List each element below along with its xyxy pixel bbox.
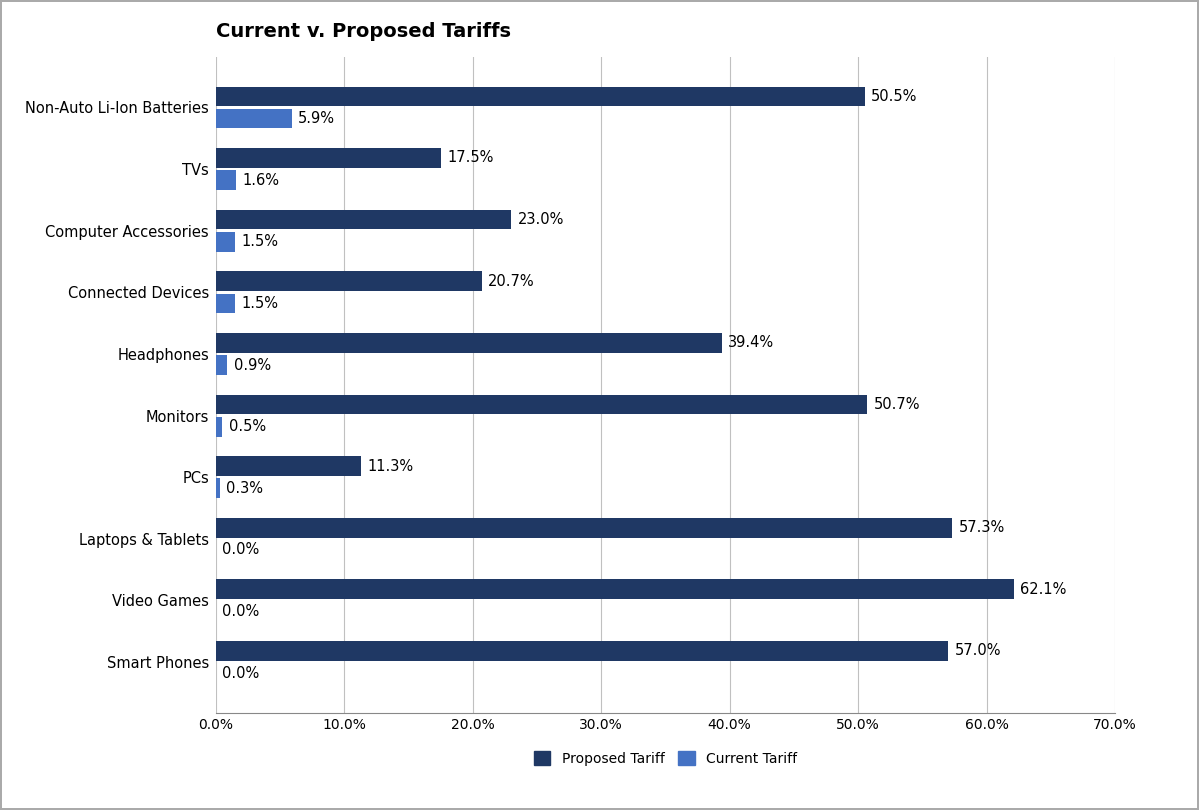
Bar	[216, 456, 361, 476]
Text: 20.7%: 20.7%	[488, 274, 535, 288]
Text: 0.0%: 0.0%	[222, 666, 259, 680]
Text: 50.7%: 50.7%	[874, 397, 920, 412]
Text: 0.5%: 0.5%	[229, 419, 266, 434]
Text: 57.0%: 57.0%	[954, 643, 1001, 659]
Text: 0.9%: 0.9%	[234, 357, 271, 373]
Bar	[216, 479, 219, 498]
Text: 57.3%: 57.3%	[958, 520, 1005, 535]
Text: 11.3%: 11.3%	[367, 458, 414, 474]
Legend: Proposed Tariff, Current Tariff: Proposed Tariff, Current Tariff	[529, 745, 802, 771]
Bar	[216, 394, 867, 415]
Bar	[216, 641, 948, 661]
Bar	[216, 109, 291, 129]
Text: 17.5%: 17.5%	[447, 151, 494, 165]
Text: 62.1%: 62.1%	[1020, 582, 1066, 597]
Bar	[216, 579, 1013, 599]
Bar	[216, 148, 441, 168]
Text: 1.5%: 1.5%	[241, 296, 278, 311]
Text: Current v. Proposed Tariffs: Current v. Proposed Tariffs	[216, 22, 511, 41]
Bar	[216, 271, 482, 291]
Bar	[216, 232, 235, 252]
Text: 50.5%: 50.5%	[870, 89, 917, 104]
Text: 5.9%: 5.9%	[299, 111, 335, 126]
Text: 1.5%: 1.5%	[241, 234, 278, 249]
Text: 39.4%: 39.4%	[728, 335, 775, 351]
Text: 1.6%: 1.6%	[242, 173, 279, 188]
Bar	[216, 293, 235, 313]
Bar	[216, 333, 722, 352]
Text: 0.0%: 0.0%	[222, 543, 259, 557]
Bar	[216, 355, 228, 375]
Bar	[216, 417, 222, 437]
Text: 23.0%: 23.0%	[518, 212, 564, 227]
Text: 0.3%: 0.3%	[227, 481, 263, 496]
Bar	[216, 87, 864, 106]
Bar	[216, 210, 511, 229]
Bar	[216, 518, 952, 538]
Bar	[216, 170, 236, 190]
Text: 0.0%: 0.0%	[222, 604, 259, 619]
